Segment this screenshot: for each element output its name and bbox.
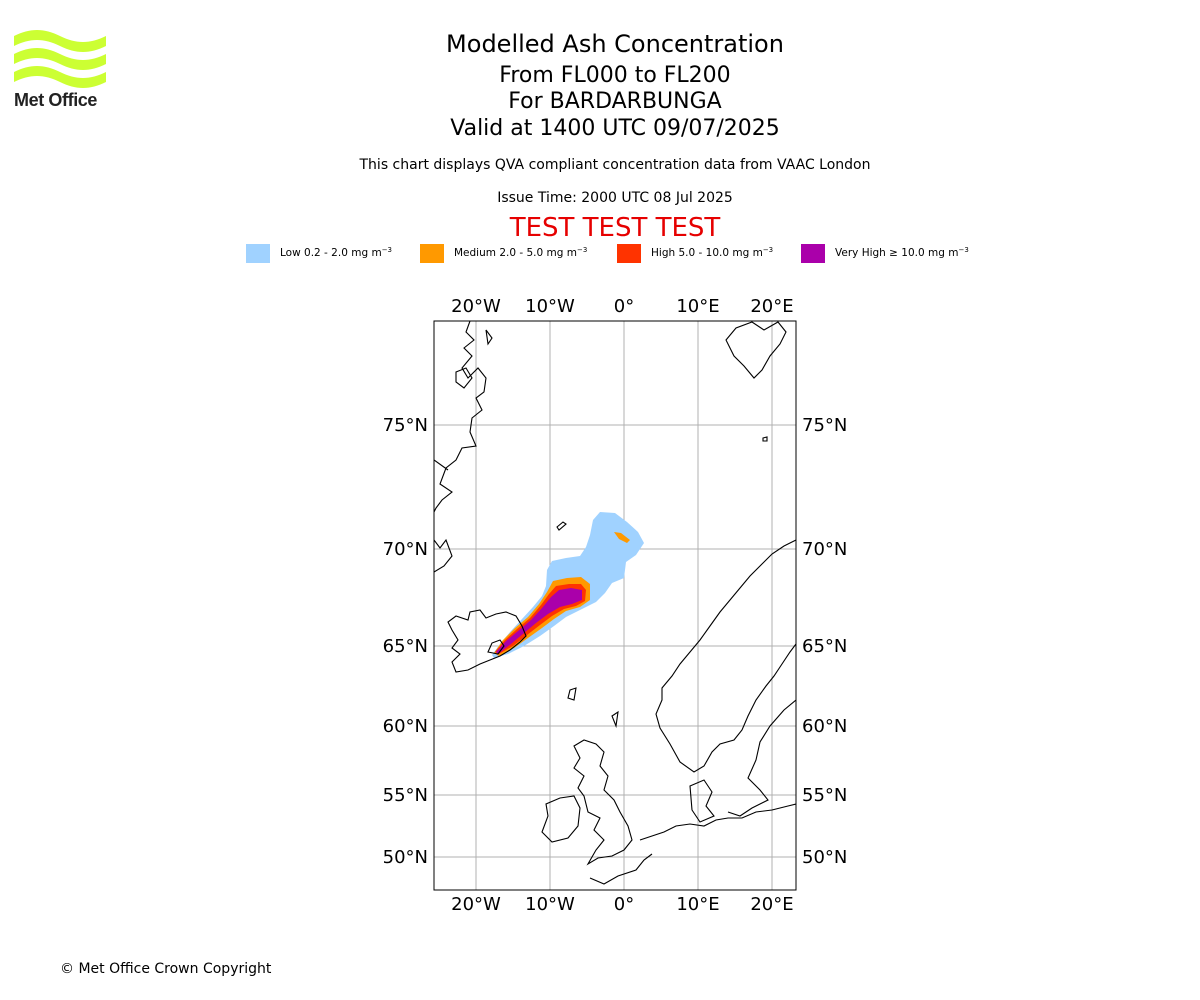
lon-tick-label-bottom: 10°E bbox=[676, 894, 719, 915]
flight-level-range: From FL000 to FL200 bbox=[499, 63, 731, 88]
issue-time: Issue Time: 2000 UTC 08 Jul 2025 bbox=[497, 190, 733, 206]
lon-tick-label-bottom: 20°W bbox=[451, 894, 501, 915]
coastline-svalbard bbox=[725, 321, 787, 379]
lat-tick-label-left: 75°N bbox=[383, 415, 428, 436]
chart-title: Modelled Ash Concentration bbox=[446, 30, 784, 58]
lon-tick-label-bottom: 20°E bbox=[750, 894, 793, 915]
lat-tick-label-right: 70°N bbox=[802, 539, 847, 560]
chart-description: This chart displays QVA compliant concen… bbox=[359, 157, 871, 173]
legend-swatch-low bbox=[246, 244, 270, 263]
legend-label-low: Low 0.2 - 2.0 mg m bbox=[280, 247, 382, 259]
met-office-logo: Met Office bbox=[14, 30, 106, 112]
lon-tick-label-top: 20°E bbox=[750, 296, 793, 317]
legend-label-medium: Medium 2.0 - 5.0 mg m bbox=[454, 247, 577, 259]
axis-tick-labels: 20°W 20°W 10°W 10°W 0° 0° 10°E 10°E 20°E 20°E 75°N… bbox=[383, 296, 848, 915]
map-frame bbox=[433, 320, 797, 891]
lon-tick-label-bottom: 10°W bbox=[525, 894, 575, 915]
coastline-scandinavia bbox=[655, 539, 796, 773]
volcano-outline bbox=[487, 639, 505, 655]
lon-tick-label-top: 10°W bbox=[525, 296, 575, 317]
lon-tick-label-top: 10°E bbox=[676, 296, 719, 317]
legend-exponent: −3 bbox=[576, 246, 588, 254]
lat-tick-label-right: 65°N bbox=[802, 636, 847, 657]
lat-tick-label-right: 60°N bbox=[802, 716, 847, 737]
coastlines bbox=[434, 321, 796, 885]
lat-tick-label-left: 55°N bbox=[383, 785, 428, 806]
lon-tick-label-top: 20°W bbox=[451, 296, 501, 317]
legend-swatch-high bbox=[617, 244, 641, 263]
ash-cloud bbox=[492, 512, 644, 658]
coastline-greenland-fjord bbox=[485, 329, 493, 346]
test-banner: TEST TEST TEST bbox=[509, 213, 721, 243]
coastline-greenland bbox=[434, 321, 487, 573]
coastline-denmark bbox=[689, 779, 715, 823]
coastline-baltic bbox=[727, 699, 796, 817]
legend-swatch-very-high bbox=[801, 244, 825, 263]
lat-tick-label-left: 70°N bbox=[383, 539, 428, 560]
lon-tick-label-top: 0° bbox=[614, 296, 634, 317]
coastline-britain bbox=[573, 739, 633, 866]
legend-label-very-high: Very High ≥ 10.0 mg m bbox=[835, 247, 959, 259]
ash-region-very-high bbox=[496, 588, 582, 654]
coastline-iceland bbox=[447, 609, 527, 673]
met-office-waves-icon bbox=[14, 30, 106, 88]
lat-tick-label-left: 65°N bbox=[383, 636, 428, 657]
lat-tick-label-left: 60°N bbox=[383, 716, 428, 737]
coastline-ireland bbox=[541, 795, 581, 843]
copyright-notice: © Met Office Crown Copyright bbox=[60, 961, 272, 977]
coastline-bear-island bbox=[762, 436, 768, 442]
lat-tick-label-right: 75°N bbox=[802, 415, 847, 436]
legend-exponent: −3 bbox=[958, 246, 969, 254]
lat-tick-label-right: 50°N bbox=[802, 847, 847, 868]
coastline-shetland bbox=[611, 710, 619, 729]
met-office-logo-text: Met Office bbox=[14, 90, 98, 110]
legend-exponent: −3 bbox=[762, 246, 774, 254]
ash-region-medium-island bbox=[614, 532, 630, 543]
coastline-jan-mayen bbox=[556, 521, 567, 531]
legend-exponent: −3 bbox=[381, 246, 393, 254]
coastline-faroe bbox=[567, 687, 577, 701]
valid-time: Valid at 1400 UTC 09/07/2025 bbox=[450, 116, 780, 141]
volcano-name: For BARDARBUNGA bbox=[508, 89, 722, 114]
lat-tick-label-right: 55°N bbox=[802, 785, 847, 806]
gridlines bbox=[434, 321, 796, 890]
coastline-greenland-island bbox=[455, 367, 473, 389]
lon-tick-label-bottom: 0° bbox=[614, 894, 634, 915]
legend-swatch-medium bbox=[420, 244, 444, 263]
lat-tick-label-left: 50°N bbox=[383, 847, 428, 868]
legend-label-high: High 5.0 - 10.0 mg m bbox=[651, 247, 763, 259]
coastline-europe bbox=[589, 803, 796, 885]
